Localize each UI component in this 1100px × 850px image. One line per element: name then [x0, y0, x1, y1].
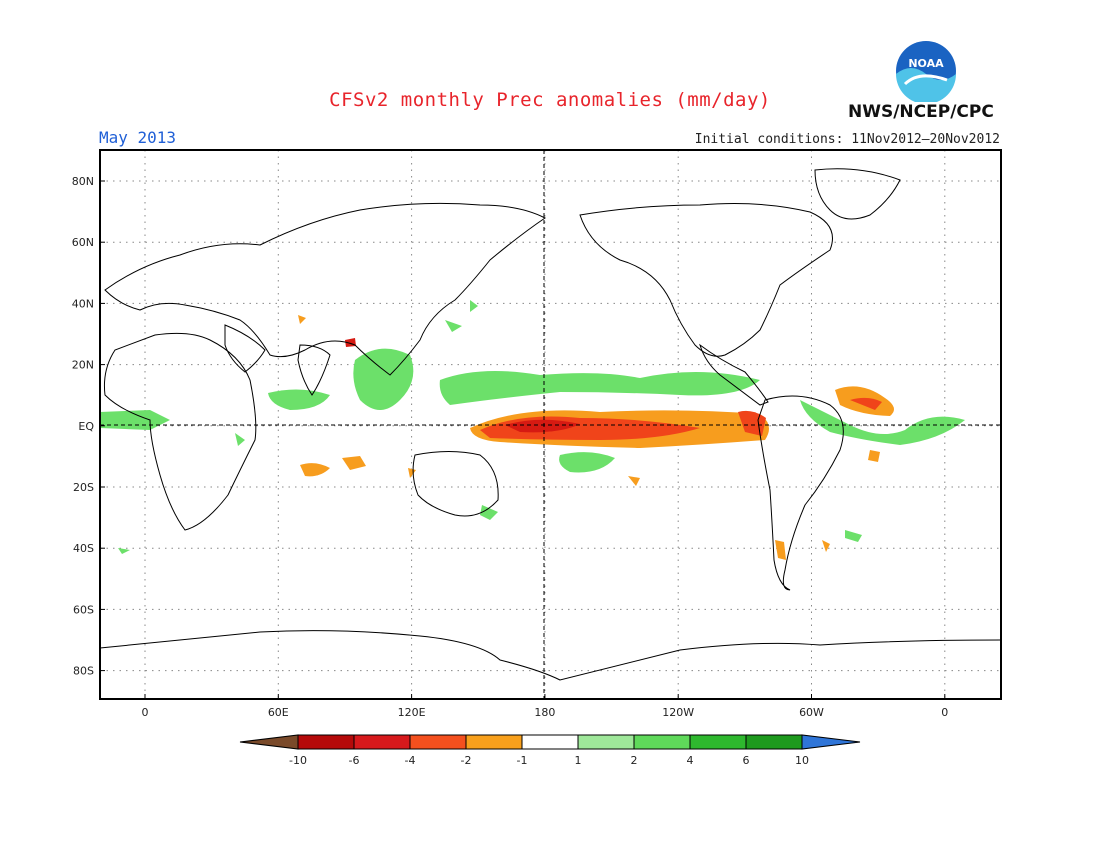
- anomaly-shading: [100, 300, 965, 560]
- logo-text: NOAA: [908, 57, 944, 70]
- lat-tick-label: 80S: [73, 665, 94, 678]
- lon-tick-label: 60W: [799, 706, 824, 719]
- lat-tick-label: 20N: [72, 359, 94, 372]
- wet-anomaly-region: [439, 371, 760, 405]
- wet-anomaly-region: [559, 452, 615, 473]
- coastline: [757, 395, 844, 591]
- coastline: [104, 332, 257, 531]
- lat-tick-label: 40N: [72, 297, 94, 310]
- dry-anomaly-region: [628, 476, 640, 486]
- coastline: [814, 168, 901, 220]
- dry-anomaly-region: [300, 463, 330, 477]
- wet-anomaly-region: [480, 505, 498, 520]
- wet-anomaly-region: [353, 348, 414, 410]
- colorbar-label: 6: [743, 754, 750, 767]
- dry-anomaly-region: [342, 456, 366, 470]
- colorbar: -10 -6 -4 -2 -1 1 2 4 6 10: [239, 734, 861, 767]
- dry-anomaly-region: [408, 468, 416, 478]
- dry-anomaly-region: [822, 540, 830, 552]
- colorbar-segment: [465, 734, 523, 750]
- noaa-logo-icon: NOAA: [896, 41, 956, 102]
- dry-anomaly-region: [868, 450, 880, 462]
- initial-conditions: Initial conditions: 11Nov2012–20Nov2012: [694, 132, 1000, 147]
- valid-month: May 2013: [99, 128, 177, 147]
- colorbar-label: -10: [289, 754, 307, 767]
- colorbar-label: 2: [631, 754, 638, 767]
- colorbar-label: -2: [461, 754, 472, 767]
- colorbar-segment: [353, 734, 411, 750]
- colorbar-segment: [297, 734, 355, 750]
- colorbar-label: -6: [349, 754, 360, 767]
- wet-anomaly-region: [268, 389, 330, 410]
- lon-tick-label: 120W: [662, 706, 694, 719]
- dry-anomaly-region: [775, 540, 786, 560]
- lon-tick-label: 120E: [398, 706, 426, 719]
- colorbar-label: 10: [795, 754, 809, 767]
- colorbar-label: -4: [405, 754, 416, 767]
- map-frame: [99, 149, 1002, 700]
- lat-tick-label: EQ: [78, 420, 94, 433]
- wet-anomaly-region: [845, 530, 862, 542]
- dry-anomaly-region: [505, 419, 580, 433]
- wet-anomaly-region: [800, 400, 965, 445]
- colorbar-left-arrow: [239, 734, 299, 750]
- lat-tick-label: 40S: [73, 542, 94, 555]
- coastline: [99, 630, 1002, 681]
- coastline: [579, 203, 833, 357]
- colorbar-segment: [745, 734, 803, 750]
- colorbar-label: 4: [687, 754, 694, 767]
- colorbar-segment: [521, 734, 579, 750]
- colorbar-label: -1: [517, 754, 528, 767]
- lon-tick-label: 180: [534, 706, 555, 719]
- colorbar-right-arrow: [801, 734, 861, 750]
- colorbar-segment: [409, 734, 467, 750]
- wet-anomaly-region: [100, 410, 170, 430]
- lat-tick-label: 60S: [73, 603, 94, 616]
- organization-label: NWS/NCEP/CPC: [848, 102, 994, 122]
- reference-lines: [100, 150, 1001, 699]
- wet-anomaly-region: [470, 300, 478, 312]
- colorbar-segment: [633, 734, 691, 750]
- dry-anomaly-region: [298, 315, 306, 324]
- lon-tick-label: 0: [142, 706, 149, 719]
- axis-ticks: 0 60E 120E 180 120W 60W 0 80N 60N 40N 20N EQ 20S 40S 6…: [72, 175, 949, 719]
- colorbar-segment: [689, 734, 747, 750]
- coastline: [297, 344, 331, 396]
- wet-anomaly-region: [118, 548, 130, 554]
- lon-tick-label: 60E: [268, 706, 289, 719]
- coastline: [104, 202, 546, 376]
- lat-tick-label: 60N: [72, 236, 94, 249]
- dry-anomaly-region: [850, 397, 882, 410]
- colorbar-label: 1: [575, 754, 582, 767]
- wet-anomaly-region: [445, 320, 462, 332]
- wet-anomaly-region: [235, 433, 245, 446]
- coastline: [412, 451, 499, 517]
- lat-tick-label: 80N: [72, 175, 94, 188]
- coastline: [224, 324, 266, 373]
- lat-tick-label: 20S: [73, 481, 94, 494]
- colorbar-segment: [577, 734, 635, 750]
- chart-title: CFSv2 monthly Prec anomalies (mm/day): [329, 89, 771, 111]
- lon-tick-label: 0: [941, 706, 948, 719]
- coastlines: [99, 168, 1002, 681]
